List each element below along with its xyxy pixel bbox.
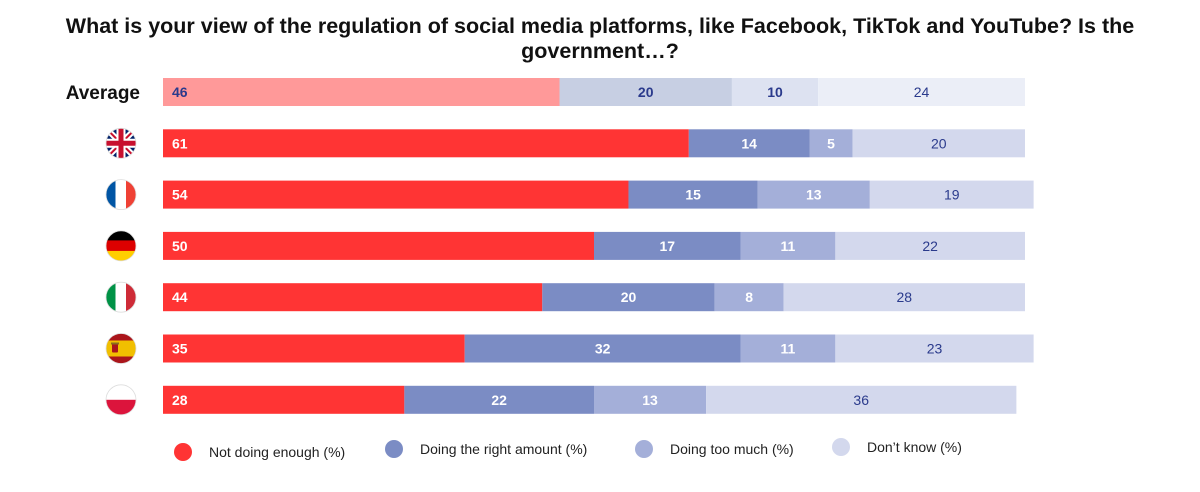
legend-label: Not doing enough (%): [209, 444, 345, 460]
category-labels: Average United Kingdom France Germany Italy S…: [66, 83, 140, 416]
flag-germany-icon: Germany: [105, 230, 137, 262]
data-label: 23: [927, 341, 943, 357]
bar-segment: [835, 334, 1034, 363]
data-label: 54: [172, 187, 188, 203]
bar-segment: [163, 385, 405, 414]
data-label: 32: [595, 341, 611, 357]
data-label: 22: [491, 392, 507, 408]
bar-segment: [740, 334, 836, 363]
data-label: 13: [642, 392, 658, 408]
data-label: 14: [741, 135, 757, 151]
bar-segment: [594, 385, 707, 414]
data-label: 11: [781, 238, 796, 254]
data-label: 8: [745, 289, 753, 305]
bar-segment: [835, 231, 1025, 260]
bar-segment: [163, 129, 689, 158]
legend-marker: [635, 440, 653, 458]
data-label: 20: [638, 84, 654, 100]
data-label: 20: [621, 289, 637, 305]
bar-segment: [818, 78, 1025, 106]
bar-segment: [740, 231, 836, 260]
bar-segment: [783, 283, 1025, 312]
legend-marker: [832, 438, 850, 456]
bar-segment: [464, 334, 741, 363]
data-label: 13: [806, 187, 822, 203]
bar-segment: [757, 180, 870, 209]
data-label: 20: [931, 135, 947, 151]
flag-italy-icon: Italy: [105, 281, 137, 313]
data-label: 36: [853, 392, 869, 408]
legend: Not doing enough (%) Doing the right amou…: [174, 438, 962, 461]
legend-marker: [174, 443, 192, 461]
bar-segment: [163, 78, 560, 106]
bar-segment: [163, 334, 465, 363]
data-label: 19: [944, 187, 960, 203]
data-label: 44: [172, 289, 188, 305]
flag-france-icon: France: [105, 179, 137, 211]
bar-segment: [163, 231, 594, 260]
flag-united-kingdom-icon: United Kingdom: [105, 127, 137, 159]
data-label: 17: [659, 238, 675, 254]
data-label: 11: [781, 341, 796, 357]
data-label: 5: [827, 135, 835, 151]
data-label: 28: [897, 289, 913, 305]
flag-poland-icon: Poland: [105, 384, 137, 416]
data-label: 10: [767, 84, 783, 100]
bar-segment: [559, 78, 732, 106]
chart-title: What is your view of the regulation of s…: [65, 14, 1135, 63]
data-label: 15: [685, 187, 701, 203]
bar-segment: [869, 180, 1034, 209]
bar-segment: [714, 283, 784, 312]
data-label: 35: [172, 341, 188, 357]
bar-segment: [731, 78, 819, 106]
bar-segment: [594, 231, 741, 260]
bar-segment: [542, 283, 715, 312]
bar-segment: [628, 180, 758, 209]
bars-group: 46 20 10 24 61 14 5 20 54 15 13 19 50 17 11 22 44 20 8 28 35…: [163, 78, 1034, 414]
bar-segment: [809, 129, 853, 158]
bar-segment: [852, 129, 1025, 158]
bar-segment: [688, 129, 810, 158]
data-label: 24: [914, 84, 930, 100]
data-label: 46: [172, 84, 188, 100]
data-label: 50: [172, 238, 188, 254]
data-label: 22: [922, 238, 938, 254]
bar-segment: [404, 385, 594, 414]
bar-segment: [163, 180, 629, 209]
legend-label: Doing the right amount (%): [420, 441, 587, 457]
legend-marker: [385, 440, 403, 458]
flag-spain-icon: Spain: [105, 333, 137, 364]
bar-segment: [163, 283, 543, 312]
data-label: 28: [172, 392, 188, 408]
bar-segment: [706, 385, 1017, 414]
legend-label: Don’t know (%): [867, 439, 962, 455]
category-label-average: Average: [66, 83, 140, 104]
data-label: 61: [172, 135, 188, 151]
legend-label: Doing too much (%): [670, 441, 794, 457]
